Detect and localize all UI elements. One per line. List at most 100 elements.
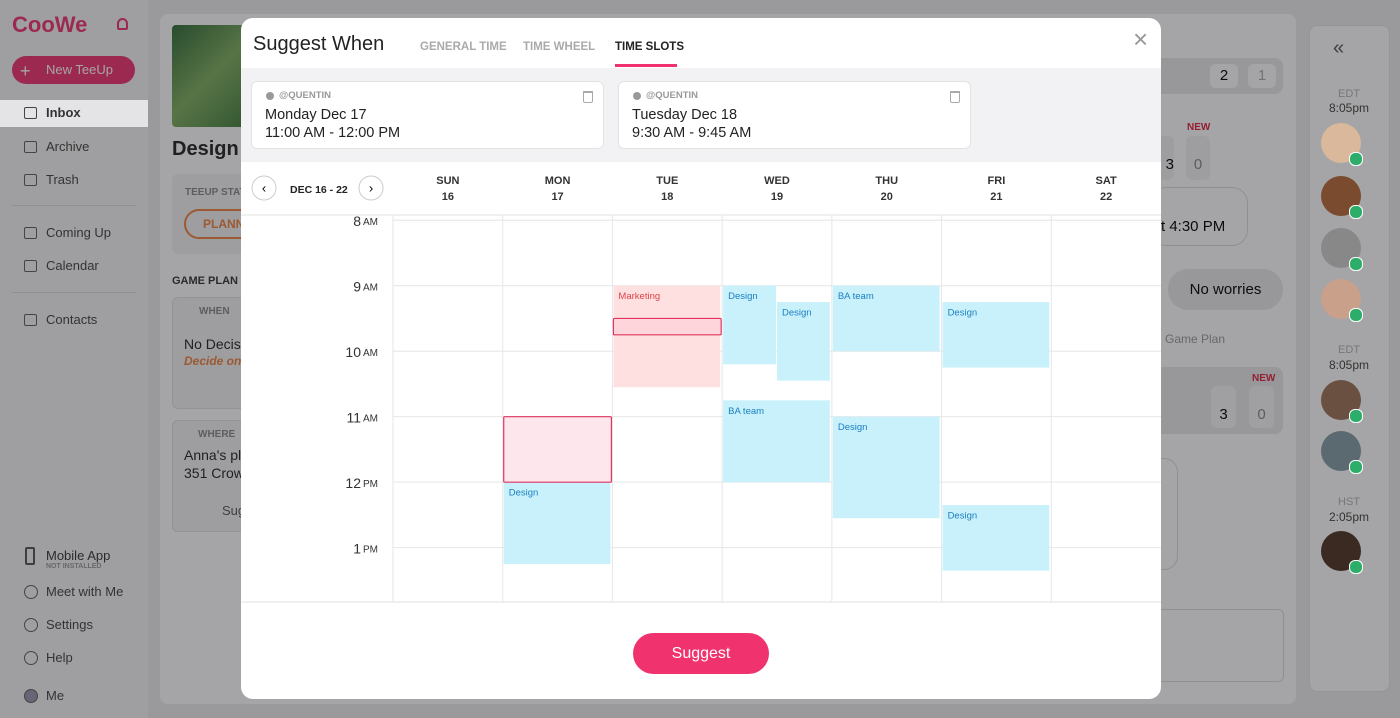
separator (12, 205, 136, 206)
event-label: Design (728, 291, 758, 302)
period: AM (363, 413, 378, 424)
event[interactable] (832, 285, 940, 352)
avatar-badge (1349, 205, 1363, 219)
where-value: Anna's pl (184, 447, 242, 463)
teeup-title: Design v (172, 138, 256, 160)
game-plan: GAME PLAN (172, 275, 238, 287)
collapse-button[interactable]: « (1333, 37, 1345, 59)
tab-underline (615, 64, 677, 67)
nav-item[interactable]: Inbox (46, 105, 81, 120)
hour: 9 (353, 278, 361, 294)
period: PM (363, 544, 378, 555)
nav-item[interactable]: Trash (46, 172, 79, 187)
day-number: 17 (551, 191, 563, 203)
delete-icon[interactable] (950, 91, 960, 103)
day-name: MON (545, 175, 571, 187)
where-card (172, 420, 254, 532)
avatar-badge (1349, 308, 1363, 322)
clock-icon (266, 92, 274, 100)
event[interactable] (777, 302, 830, 381)
phone-icon (25, 547, 35, 565)
event[interactable] (942, 302, 1050, 368)
note: Game Plan (1165, 332, 1226, 346)
close-button[interactable]: × (1133, 24, 1149, 54)
avatar-badge (1349, 152, 1363, 166)
nav-item[interactable]: Archive (46, 139, 90, 154)
prev-week[interactable] (251, 175, 277, 201)
modal: Suggest When × ‹ › DEC 16 - 22 SUN 16 MON 17 TU… (241, 18, 1161, 699)
when-label: WHEN (199, 306, 230, 317)
clock-icon (633, 92, 641, 100)
zone: EDT (1338, 88, 1360, 100)
event-label: BA team (728, 406, 764, 417)
day-number: 18 (661, 191, 673, 203)
nav-item[interactable]: Settings (46, 617, 93, 632)
event[interactable] (942, 505, 1050, 571)
next-week[interactable] (358, 175, 384, 201)
nav-icon (24, 314, 37, 326)
slot-card (618, 81, 971, 149)
prev-arrow: ‹ (262, 180, 266, 195)
new-teeup-button[interactable]: New TeeUp (12, 56, 135, 84)
event[interactable] (723, 285, 776, 365)
hour: 10 (345, 344, 361, 360)
reply-bubble: No worries (1168, 269, 1283, 310)
event[interactable] (723, 400, 830, 483)
event[interactable] (832, 416, 940, 519)
new-teeup-label: New TeeUp (46, 62, 113, 77)
next-arrow: › (369, 180, 373, 195)
day-name: FRI (988, 175, 1006, 187)
event[interactable] (503, 482, 611, 565)
event-label: Design (948, 308, 978, 319)
status-label: TEEUP STAT (185, 187, 246, 198)
avatar-badge (1349, 460, 1363, 474)
nav-item[interactable]: Help (46, 650, 73, 665)
period: PM (363, 479, 378, 490)
when-card (172, 297, 254, 409)
nav-item[interactable]: Calendar (46, 258, 99, 273)
hour-label: 11 AM (346, 409, 378, 425)
nav-item[interactable]: Coming Up (46, 225, 112, 240)
day-number: 22 (1100, 191, 1112, 203)
vote: 0 (1249, 386, 1274, 428)
slot-user: @QUENTIN (646, 90, 699, 101)
selected-slot[interactable] (503, 416, 613, 483)
nav-item[interactable]: Meet with Me (46, 584, 124, 599)
day-name: TUE (656, 175, 678, 187)
nav-icon (24, 227, 37, 239)
bell-icon[interactable] (117, 18, 128, 30)
status: PLANN (203, 217, 245, 231)
nav-item[interactable]: Me (46, 688, 65, 703)
delete-icon[interactable] (583, 91, 593, 103)
zone: EDT (1338, 344, 1360, 356)
count: 2 (1210, 64, 1238, 88)
hour-label: 1 PM (353, 540, 378, 556)
hour-label: 12 PM (345, 475, 378, 491)
nav-icon (24, 651, 38, 665)
mobile-app[interactable]: Mobile App (46, 548, 111, 563)
event[interactable] (613, 285, 721, 388)
day-name: WED (764, 175, 790, 187)
day-number: 20 (881, 191, 893, 203)
vote: 0 (1186, 136, 1210, 180)
period: AM (363, 348, 378, 359)
tab[interactable]: TIME SLOTS (615, 41, 684, 53)
week-range: DEC 16 - 22 (290, 184, 348, 196)
nav-icon (24, 689, 38, 703)
suggest-button[interactable]: Suggest (633, 633, 769, 674)
vote: 3 (1211, 386, 1236, 428)
hour-label: 10 AM (345, 344, 378, 360)
tab[interactable]: TIME WHEEL (523, 41, 596, 53)
slot-user: @QUENTIN (279, 90, 332, 101)
day-name: THU (875, 175, 898, 187)
selected-slot[interactable] (612, 317, 722, 336)
zone: HST (1338, 496, 1360, 508)
suggest-label: Suggest (671, 645, 731, 662)
nav-icon (24, 107, 37, 119)
suggest-where[interactable]: Sug (222, 503, 246, 518)
day-name: SAT (1096, 175, 1117, 187)
when-hint: Decide on (184, 354, 242, 368)
tab[interactable]: GENERAL TIME (420, 41, 507, 53)
nav-item[interactable]: Contacts (46, 312, 98, 327)
